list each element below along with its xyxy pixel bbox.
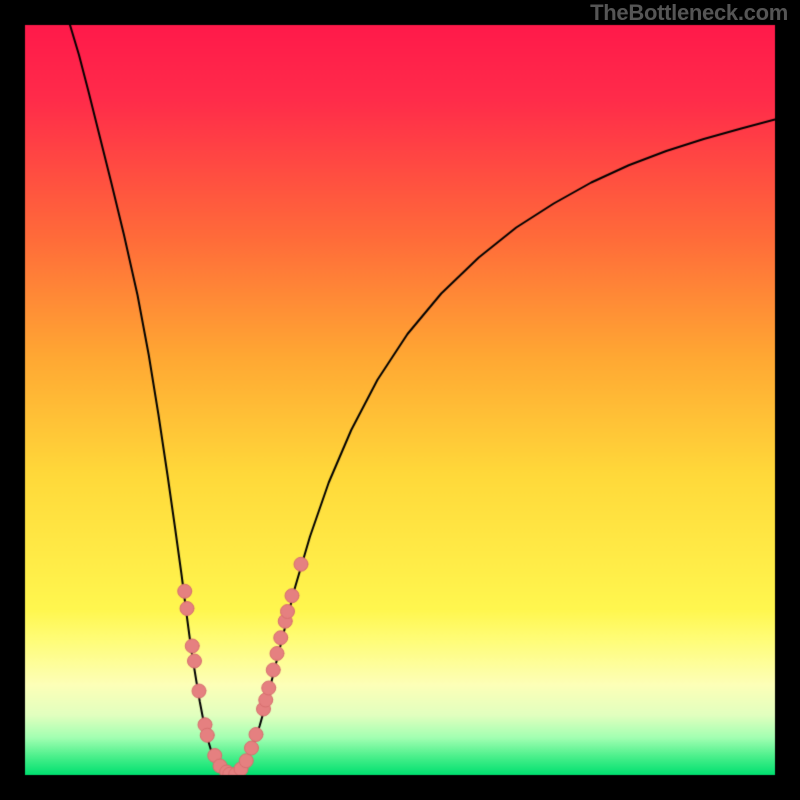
watermark-text: TheBottleneck.com — [590, 0, 788, 26]
chart-container: TheBottleneck.com — [0, 0, 800, 800]
bottleneck-chart-canvas — [0, 0, 800, 800]
